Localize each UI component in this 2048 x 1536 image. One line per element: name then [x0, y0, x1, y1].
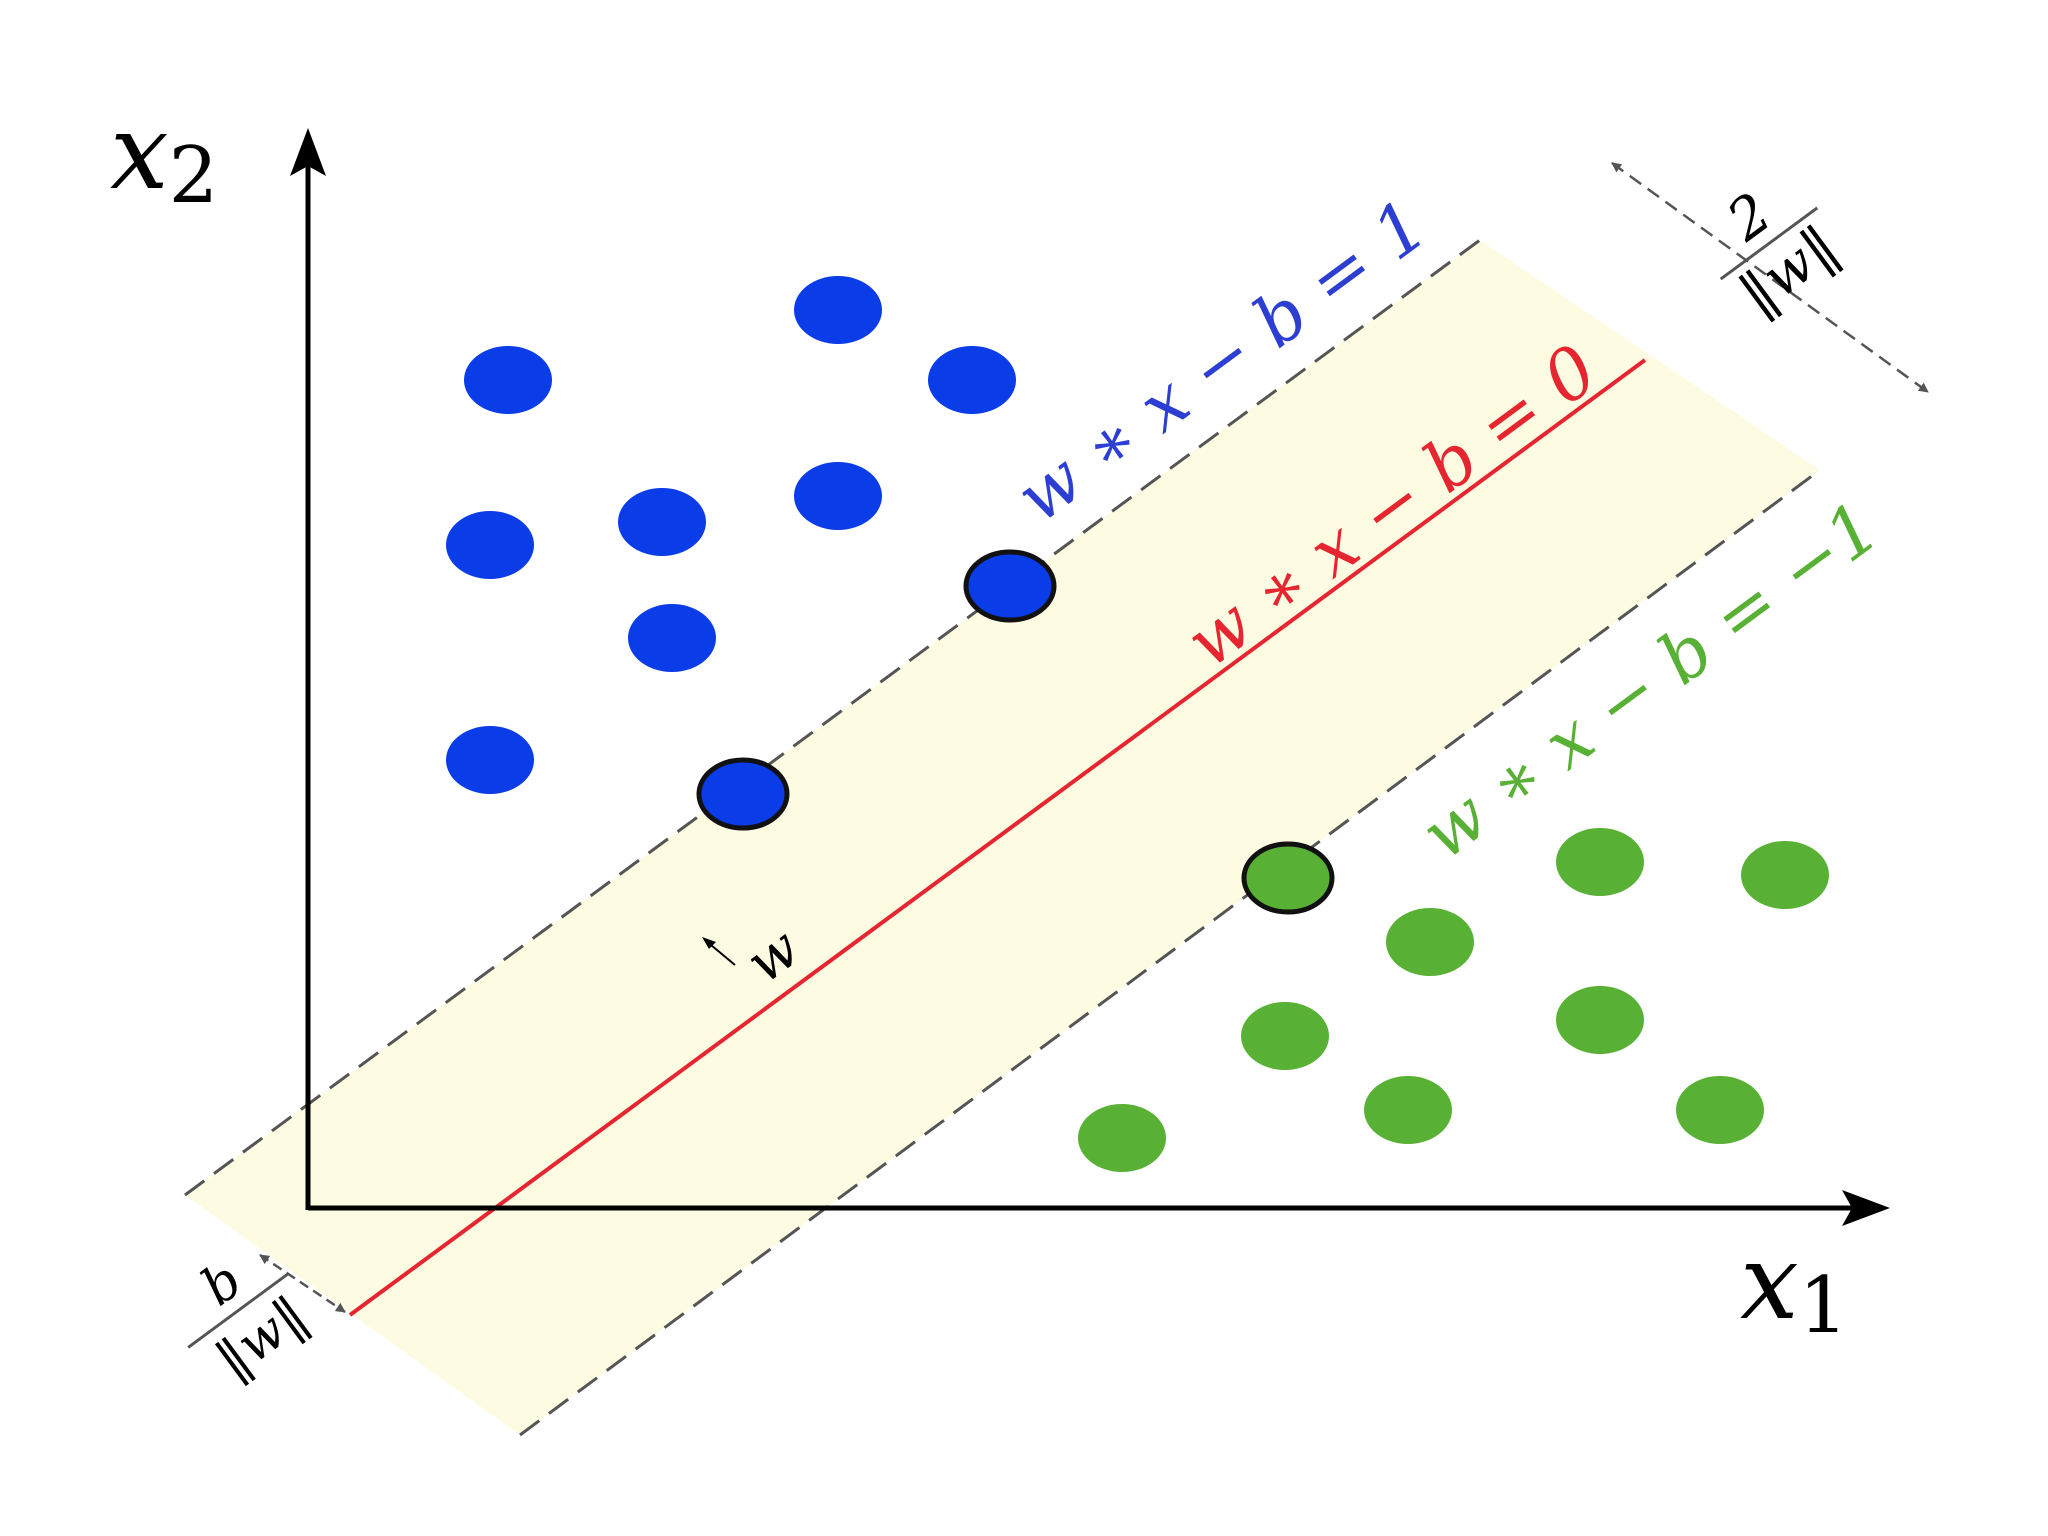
support-vector-a [696, 757, 790, 831]
x2-axis-label: x2 [110, 91, 218, 221]
class-a-point [446, 511, 534, 579]
x2-axis [290, 128, 326, 1210]
support-vector-a [963, 549, 1057, 623]
class-a-point [794, 276, 882, 344]
class-a-point [464, 346, 552, 414]
class-a-point [618, 488, 706, 556]
decision-boundary [348, 358, 1647, 1317]
class-b-point [1556, 986, 1644, 1054]
upper-margin-line [184, 238, 1481, 1197]
class-b-point [1741, 841, 1829, 909]
support-vector-b [1241, 841, 1335, 915]
class-b-points [1078, 828, 1829, 1172]
class-b-point [1556, 828, 1644, 896]
class-b-point [1241, 1002, 1329, 1070]
x1-axis [308, 1190, 1890, 1226]
x1-axis-label: x1 [1740, 1221, 1848, 1351]
class-a-point [446, 726, 534, 794]
lower-margin-line [519, 468, 1821, 1437]
margin-width-annotation: 2 ‖w‖ [1611, 161, 1929, 394]
class-a-point [794, 462, 882, 530]
class-b-point [1364, 1076, 1452, 1144]
class-b-point [1078, 1104, 1166, 1172]
class-a-point [928, 346, 1016, 414]
class-b-point [1386, 908, 1474, 976]
class-a-points [446, 276, 1057, 831]
class-a-point [628, 604, 716, 672]
class-b-point [1676, 1076, 1764, 1144]
